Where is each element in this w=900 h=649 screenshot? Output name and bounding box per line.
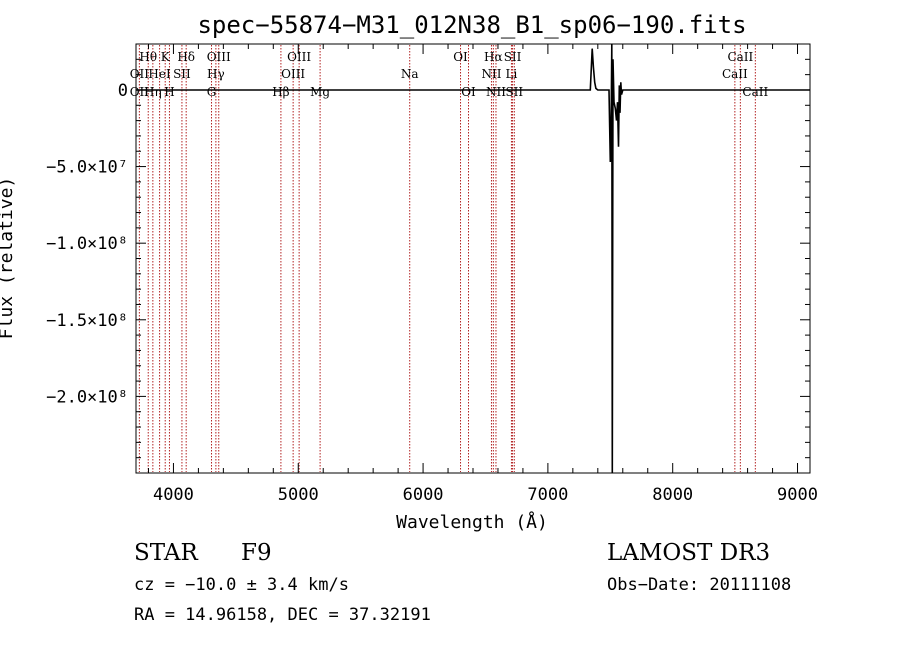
line-label: Mg	[310, 85, 330, 99]
line-label: Na	[401, 67, 419, 81]
y-tick-label: −5.0×10⁷	[46, 158, 128, 178]
x-tick-label: 8000	[652, 485, 693, 505]
line-label: SII	[505, 85, 523, 99]
line-label: NII	[481, 67, 501, 81]
line-label: CaII	[727, 50, 753, 64]
spectrum-line	[136, 43, 810, 474]
line-label: OI	[461, 85, 476, 99]
x-tick-label: 9000	[777, 485, 818, 505]
line-label: H	[164, 85, 174, 99]
survey-name: LAMOST DR3	[607, 540, 770, 566]
y-tick-label: −1.5×10⁸	[46, 311, 128, 331]
line-label: Hγ	[207, 67, 225, 81]
y-axis-ticks: 0 −5.0×10⁷ −1.0×10⁸ −1.5×10⁸ −2.0×10⁸	[46, 58, 810, 459]
x-tick-label: 4000	[153, 485, 194, 505]
y-tick-label: 0	[118, 81, 128, 101]
line-label: SII	[173, 67, 191, 81]
object-class: STAR	[134, 540, 198, 566]
line-label: OIII	[207, 50, 231, 64]
line-label: SII	[504, 50, 522, 64]
object-subclass: F9	[241, 540, 272, 566]
line-label: OII	[130, 67, 150, 81]
x-tick-label: 5000	[278, 485, 319, 505]
chart-title: spec−55874−M31_012N38_B1_sp06−190.fits	[197, 11, 746, 39]
line-label: CaII	[742, 85, 768, 99]
x-tick-label: 7000	[527, 485, 568, 505]
line-label: OII	[130, 85, 150, 99]
line-label: OIII	[287, 50, 311, 64]
line-label: CaII	[722, 67, 748, 81]
line-label: Hβ	[272, 85, 289, 99]
redshift-info: cz = −10.0 ± 3.4 km/s	[134, 575, 349, 595]
line-label: Hα	[484, 50, 503, 64]
x-axis-label: Wavelength (Å)	[396, 511, 548, 533]
line-label: K	[161, 50, 171, 64]
y-tick-label: −1.0×10⁸	[46, 234, 128, 254]
emission-line-markers	[138, 45, 756, 472]
line-label: Hθ	[139, 50, 157, 64]
y-axis-label: Flux (relative)	[0, 177, 17, 340]
line-label: G	[207, 85, 217, 99]
x-tick-label: 6000	[403, 485, 444, 505]
line-label: OIII	[281, 67, 305, 81]
line-label: Hη	[144, 85, 162, 99]
x-axis-ticks: 4000 5000 6000 7000 8000 9000	[147, 44, 818, 505]
plot-frame	[135, 43, 811, 474]
line-label: Hδ	[177, 50, 195, 64]
line-label: OI	[453, 50, 468, 64]
line-label: Li	[506, 67, 518, 81]
y-tick-label: −2.0×10⁸	[46, 387, 128, 407]
line-label: HeI	[148, 67, 171, 81]
line-label: NII	[486, 85, 506, 99]
obs-date: Obs−Date: 20111108	[607, 575, 791, 595]
ra-dec: RA = 14.96158, DEC = 37.32191	[134, 605, 431, 625]
